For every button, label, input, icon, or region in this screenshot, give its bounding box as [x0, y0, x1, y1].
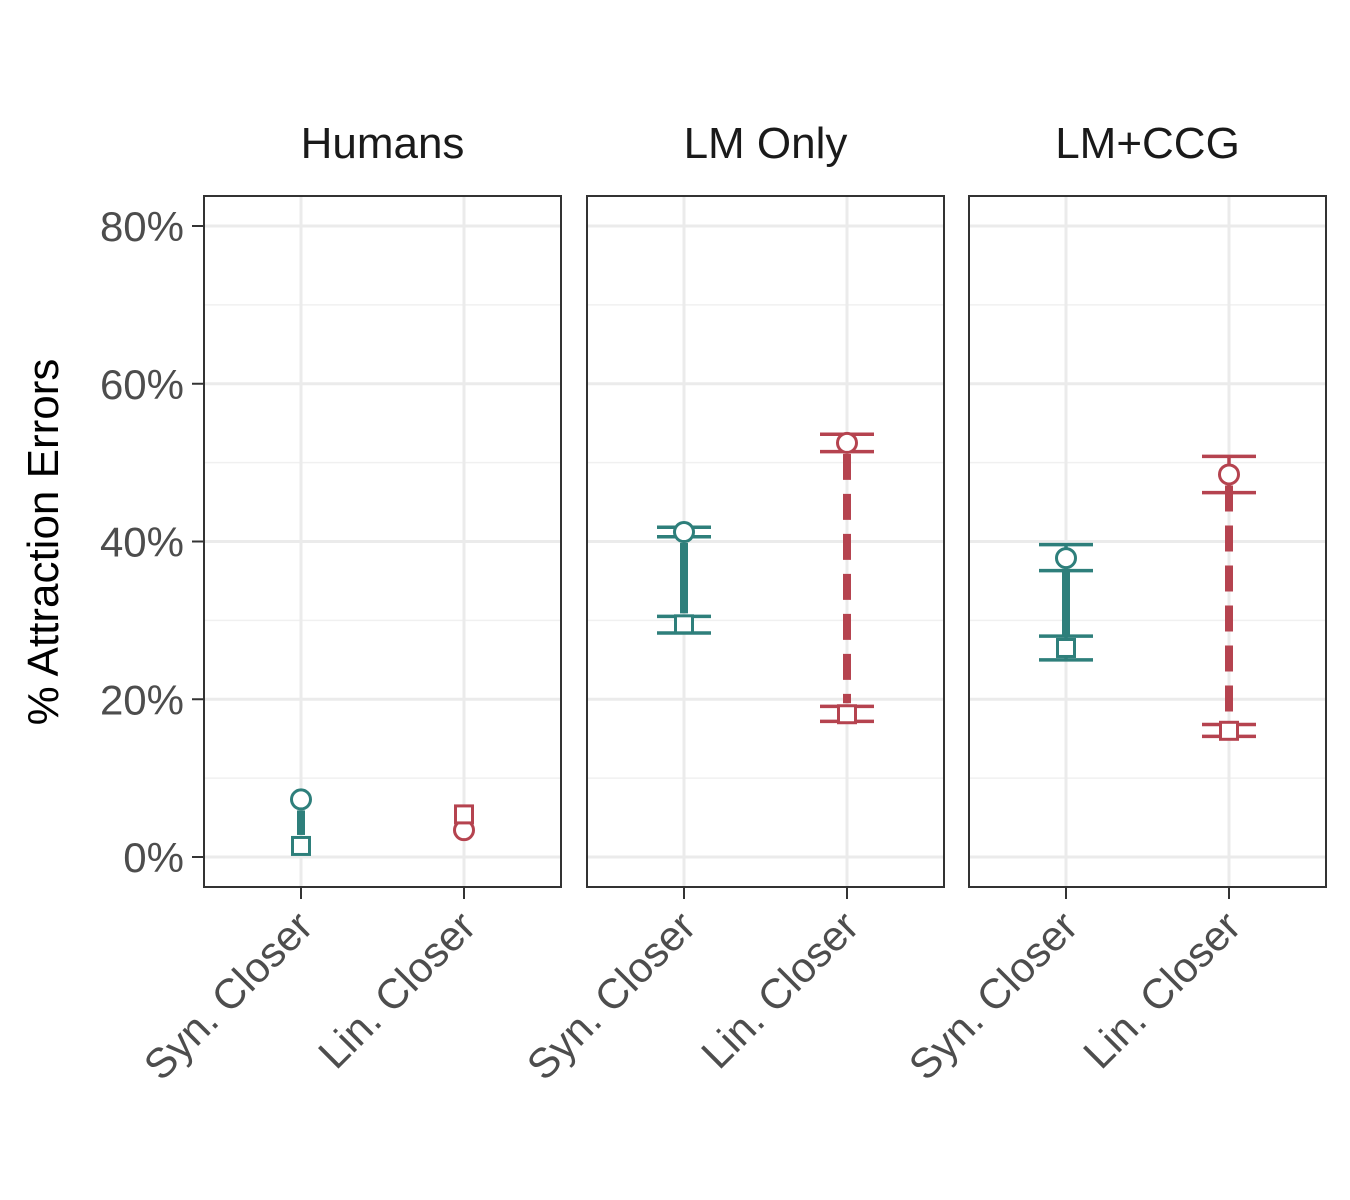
y-tick-label: 20%	[100, 676, 184, 723]
circle-point	[290, 788, 312, 811]
y-tick-label: 80%	[100, 203, 184, 250]
panel-border	[586, 195, 945, 888]
facet-title: LM+CCG	[1055, 119, 1240, 168]
square-point	[291, 835, 311, 856]
circle-point	[1055, 547, 1077, 570]
y-axis: 0% 20% 40% 60% 80%	[100, 203, 204, 881]
x-tick-label: Syn. Closer	[900, 902, 1087, 1089]
facet-title: LM Only	[684, 119, 848, 168]
square-point	[837, 704, 857, 725]
y-tick-label: 60%	[100, 361, 184, 408]
x-tick-label: Lin. Closer	[692, 902, 867, 1077]
panel-border	[968, 195, 1327, 888]
x-tick-label: Lin. Closer	[1074, 902, 1249, 1077]
x-tick-label: Syn. Closer	[135, 902, 322, 1089]
x-tick-label: Syn. Closer	[518, 902, 705, 1089]
square-point	[1056, 637, 1076, 658]
square-point	[674, 614, 694, 635]
square-point	[1219, 720, 1239, 741]
circle-point	[836, 431, 858, 454]
circle-point	[1218, 463, 1240, 486]
y-axis-title: % Attraction Errors	[19, 359, 68, 726]
square-point	[454, 804, 474, 825]
y-tick-label: 0%	[123, 834, 184, 881]
y-tick-label: 40%	[100, 519, 184, 566]
circle-point	[673, 521, 695, 544]
facet-title: Humans	[301, 119, 465, 168]
x-tick-label: Lin. Closer	[309, 902, 484, 1077]
